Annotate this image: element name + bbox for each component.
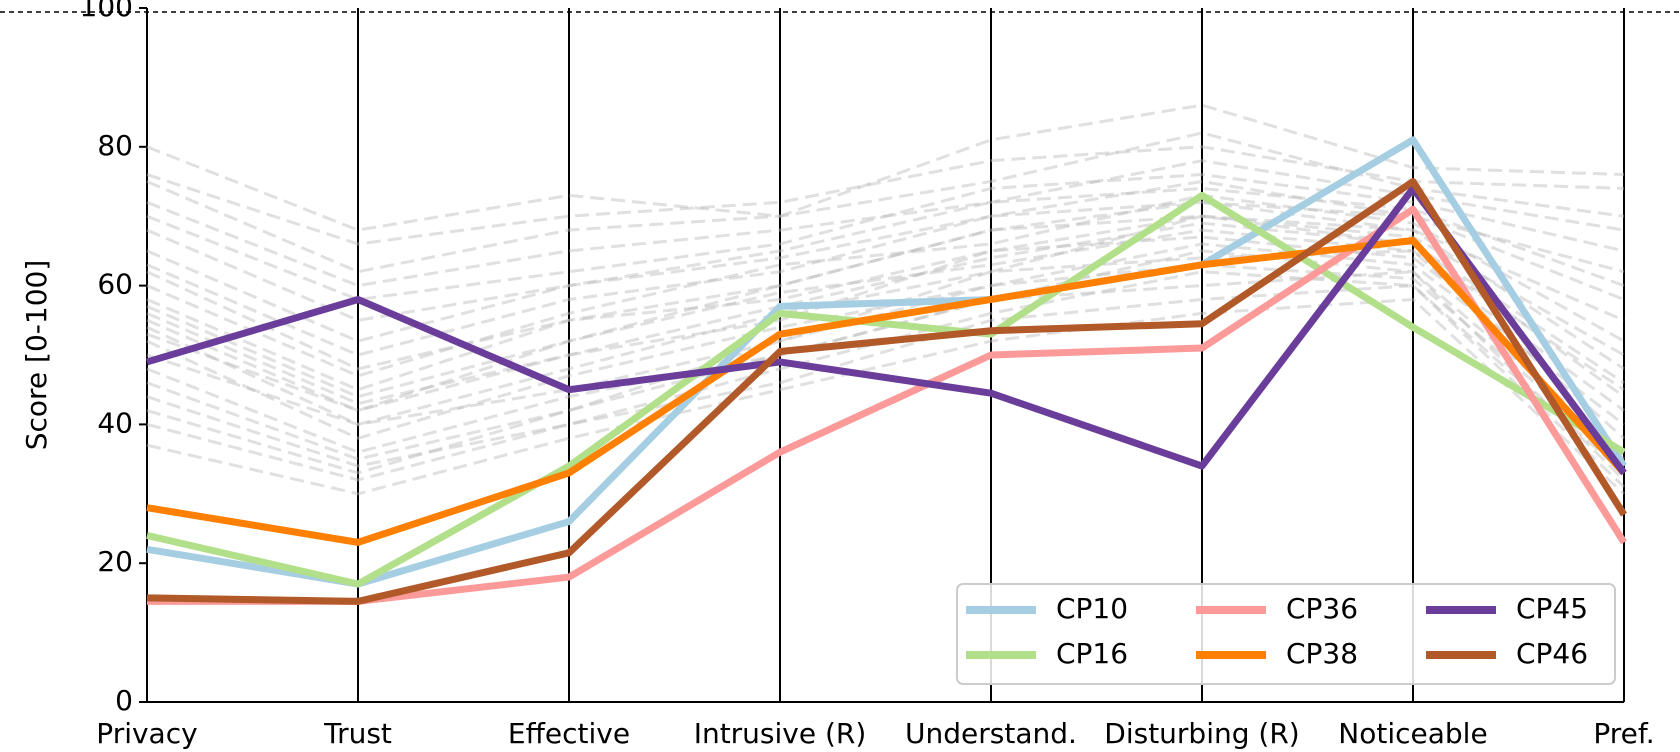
legend-label: CP38 xyxy=(1286,637,1358,670)
background-line xyxy=(146,263,1625,461)
background-line xyxy=(146,200,1625,357)
legend-label: CP46 xyxy=(1516,637,1588,670)
background-line xyxy=(146,103,1625,232)
x-tick-label: Noticeable xyxy=(1338,717,1487,750)
series-line xyxy=(146,136,1627,588)
background-line xyxy=(146,235,1625,413)
x-tick-label: Privacy xyxy=(96,717,197,750)
legend-label: CP10 xyxy=(1056,592,1128,625)
y-tick-label: 80 xyxy=(97,129,133,162)
x-tick-label: Disturbing (R) xyxy=(1104,717,1299,750)
series-line xyxy=(146,191,1626,588)
legend-label: CP16 xyxy=(1056,637,1128,670)
legend: CP10 CP16 CP36 CP38 CP45 CP46 xyxy=(956,583,1616,685)
series-line xyxy=(146,178,1627,605)
x-tick-label: Effective xyxy=(508,717,630,750)
series-line xyxy=(146,184,1627,476)
y-tick-label: 60 xyxy=(97,268,133,301)
background-line xyxy=(146,214,1625,371)
y-tick-label: 100 xyxy=(80,0,133,23)
x-tick-label: Trust xyxy=(323,717,392,750)
x-tick-label: Understand. xyxy=(905,717,1077,750)
background-line xyxy=(146,131,1625,274)
background-line xyxy=(146,173,1625,302)
background-line xyxy=(146,200,1625,399)
y-tick-label: 40 xyxy=(97,406,133,439)
y-tick-label: 20 xyxy=(97,545,133,578)
background-line xyxy=(146,284,1626,488)
background-line xyxy=(146,193,1625,378)
background-line xyxy=(146,159,1625,288)
series-line xyxy=(146,236,1627,546)
x-tick-label: Intrusive (R) xyxy=(694,717,867,750)
background-line xyxy=(146,145,1625,246)
y-axis-label: Score [0-100] xyxy=(20,260,53,451)
x-tick-label: Pref. xyxy=(1593,717,1654,750)
background-line xyxy=(146,297,1626,496)
legend-label: CP45 xyxy=(1516,592,1588,625)
y-tick-label: 0 xyxy=(115,684,133,717)
legend-label: CP36 xyxy=(1286,592,1358,625)
